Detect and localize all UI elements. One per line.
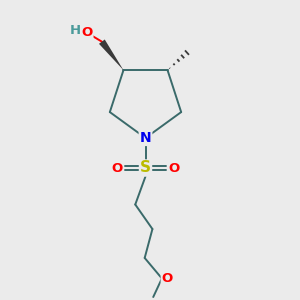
Text: O: O — [168, 161, 179, 175]
Text: N: N — [140, 131, 151, 145]
Text: O: O — [162, 272, 173, 285]
Text: H: H — [70, 24, 81, 37]
Text: O: O — [112, 161, 123, 175]
Polygon shape — [99, 40, 124, 70]
Text: S: S — [140, 160, 151, 175]
Text: O: O — [81, 26, 92, 39]
